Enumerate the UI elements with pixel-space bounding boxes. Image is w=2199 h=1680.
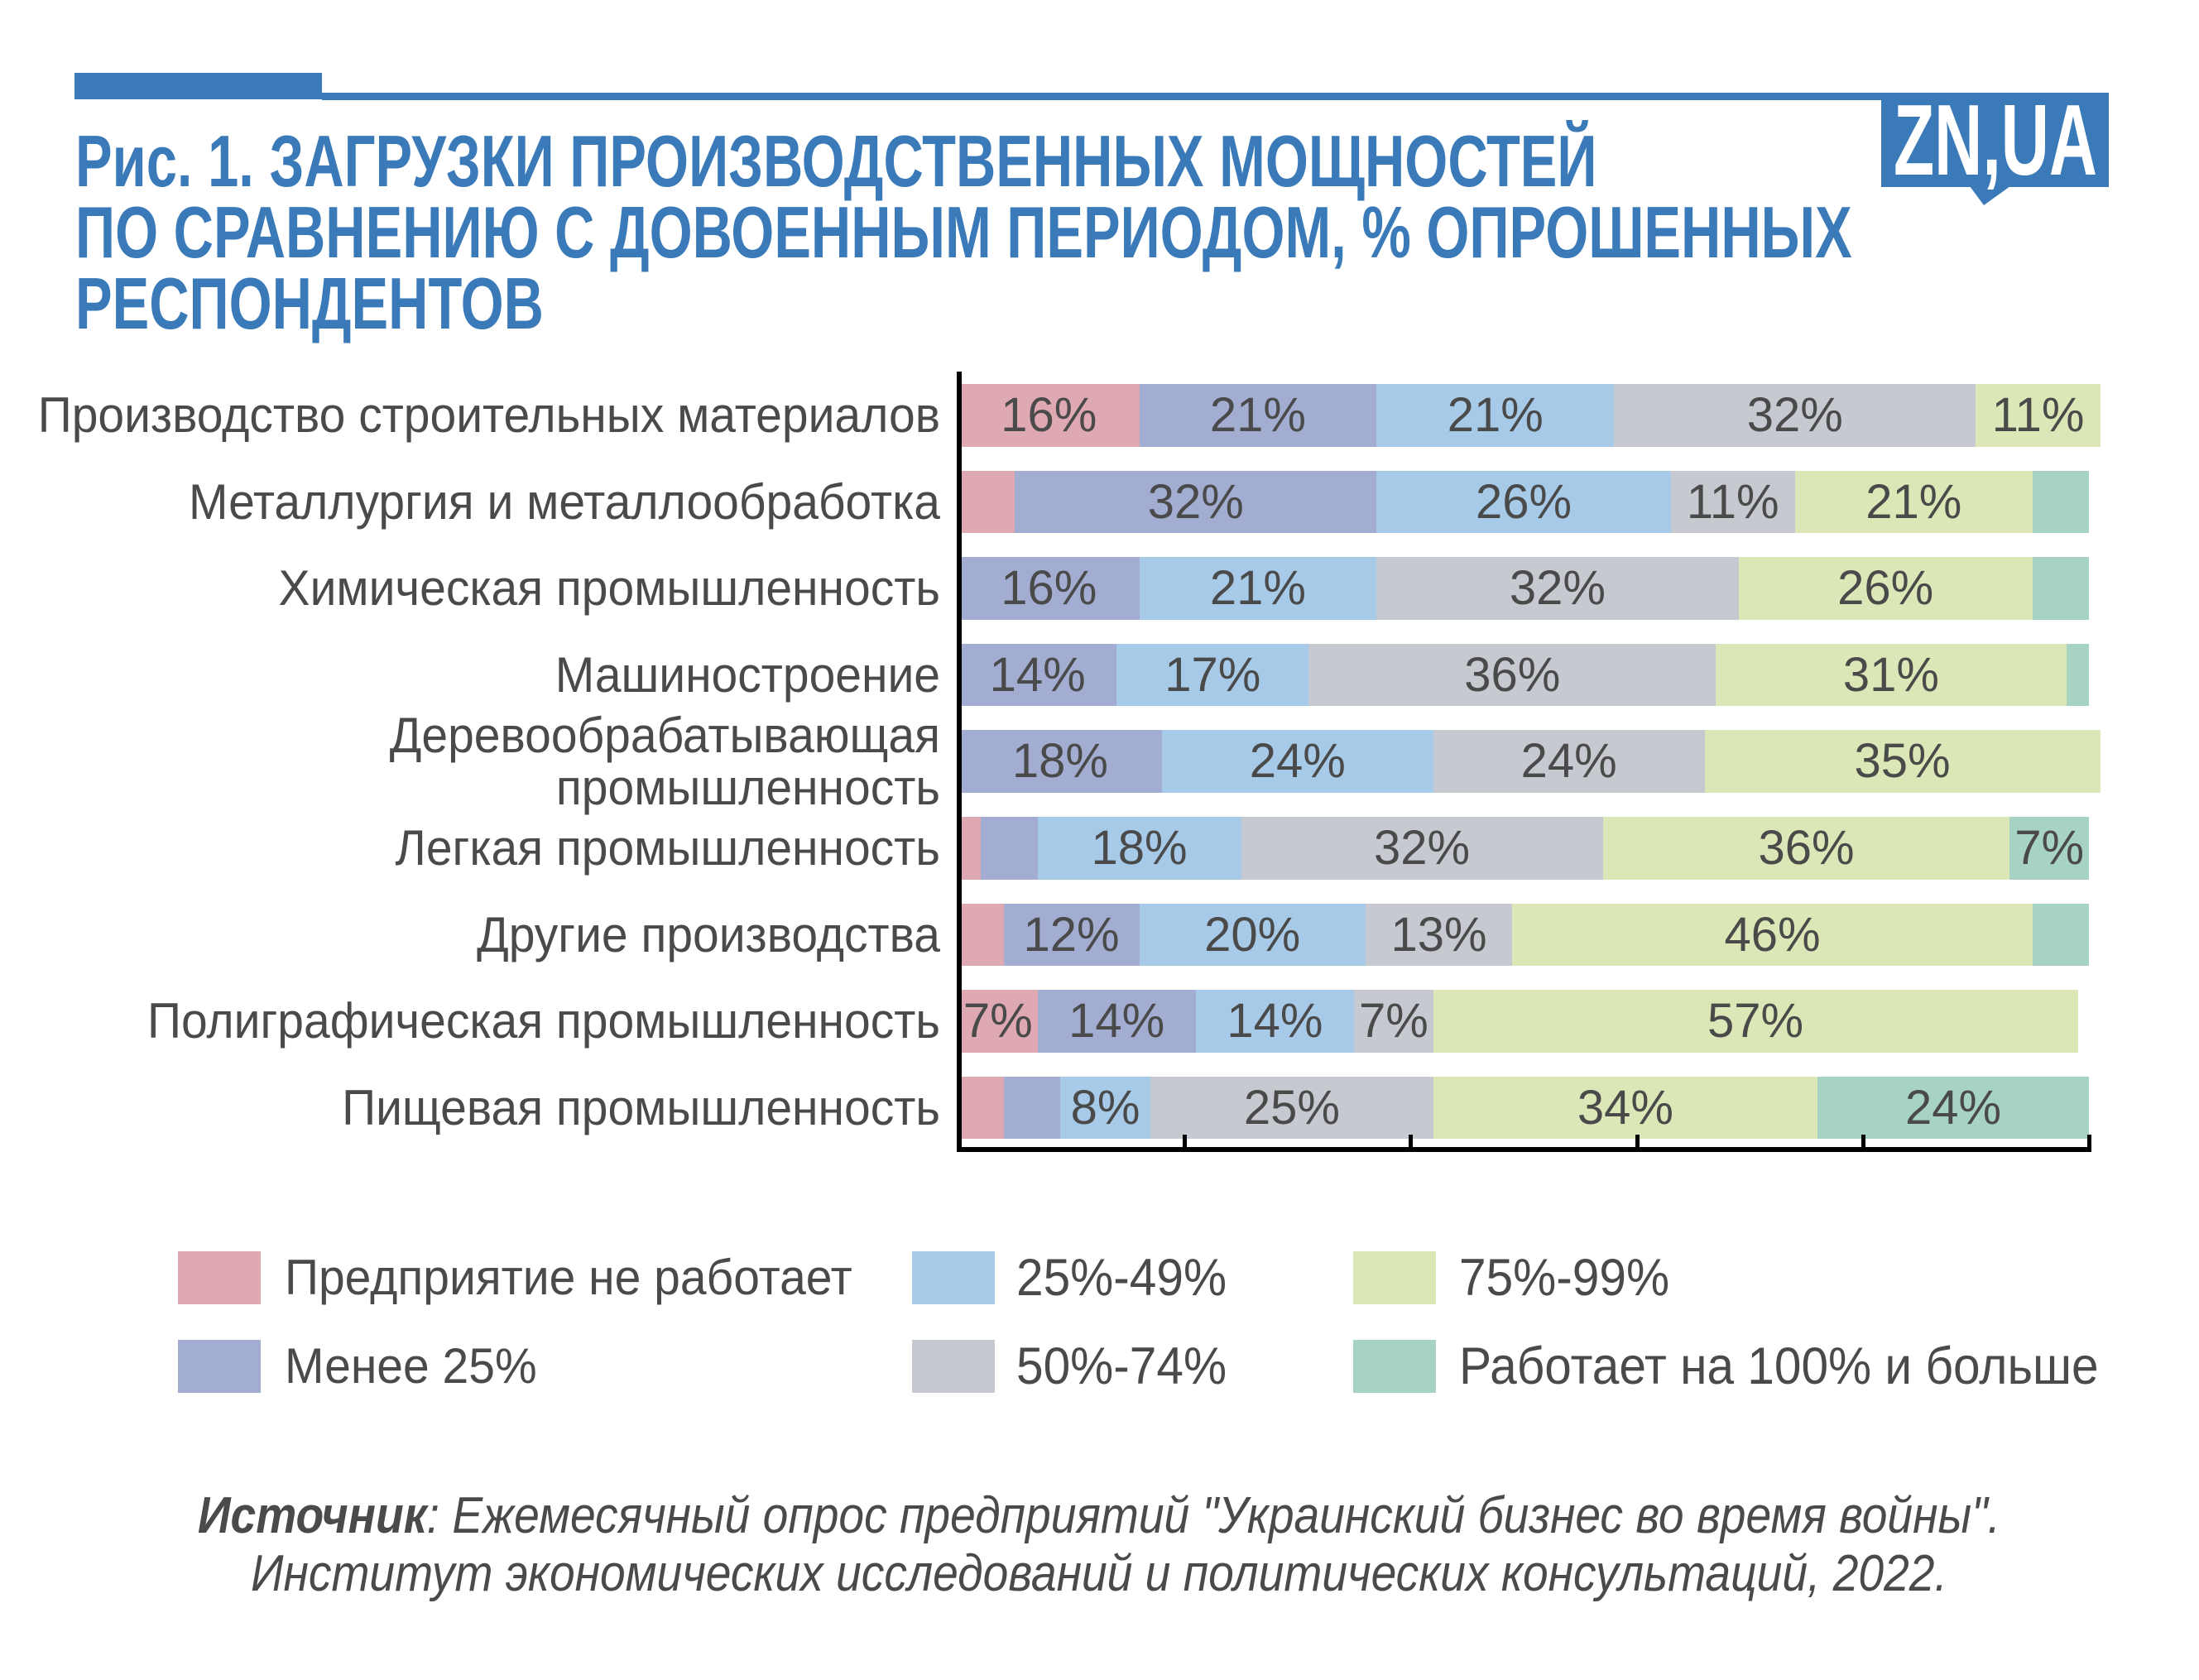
svg-text:ZN,UA: ZN,UA (1894, 94, 2097, 190)
